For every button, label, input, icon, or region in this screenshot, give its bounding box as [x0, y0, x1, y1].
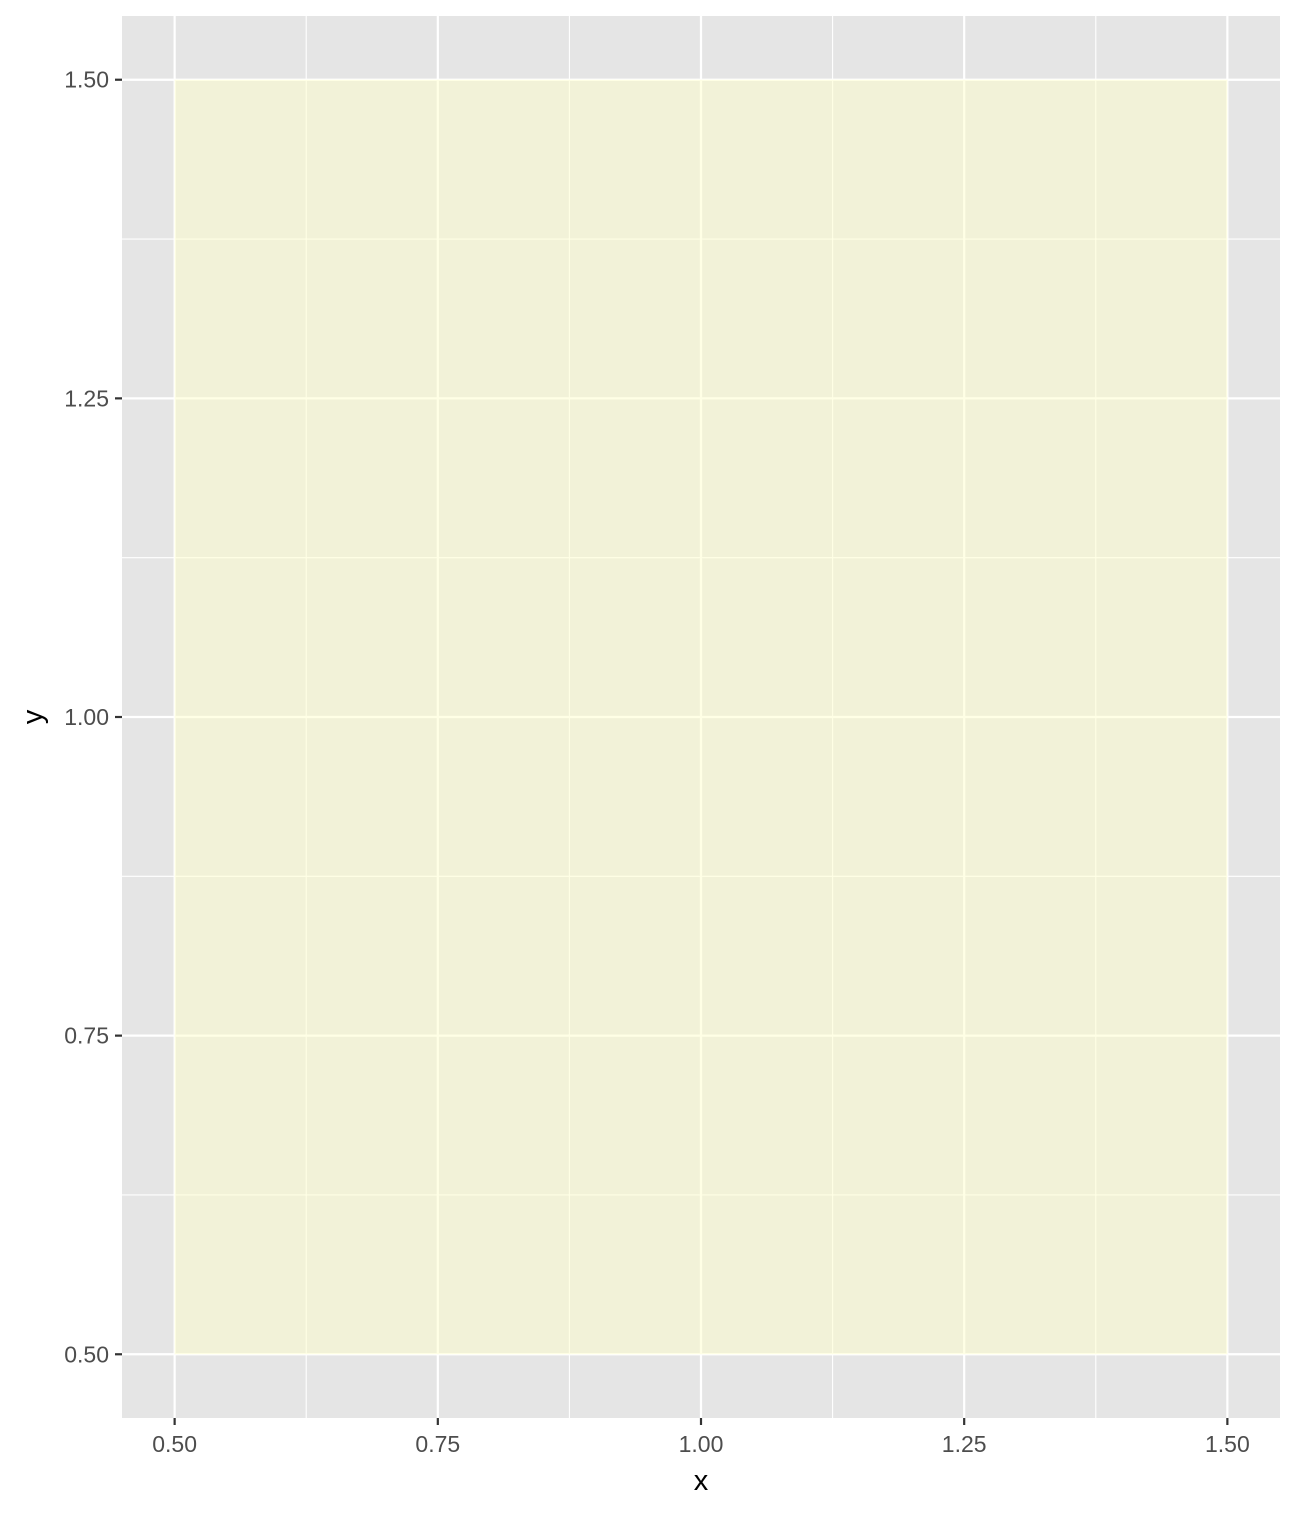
data-layer — [174, 79, 1228, 1355]
y-tick-label: 0.75 — [64, 1023, 109, 1049]
data-rect — [174, 79, 1228, 1355]
y-tick-label: 1.50 — [64, 67, 109, 93]
x-tick-label: 0.50 — [152, 1431, 197, 1457]
x-tick-label: 1.50 — [1205, 1431, 1250, 1457]
x-tick-label: 0.75 — [415, 1431, 460, 1457]
x-tick-label: 1.00 — [679, 1431, 724, 1457]
y-tick-label: 1.00 — [64, 704, 109, 730]
y-axis: 0.50 0.75 1.00 1.25 1.50 — [64, 67, 122, 1367]
x-tick-label: 1.25 — [942, 1431, 987, 1457]
x-axis: 0.50 0.75 1.00 1.25 1.50 — [152, 1418, 1250, 1457]
y-tick-label: 1.25 — [64, 385, 109, 411]
y-axis-title: y — [17, 709, 49, 724]
x-axis-title: x — [694, 1465, 709, 1497]
y-tick-label: 0.50 — [64, 1341, 109, 1367]
